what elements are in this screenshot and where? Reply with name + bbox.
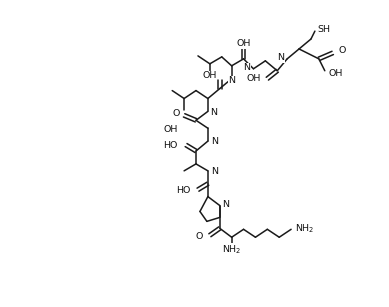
Text: N: N — [277, 53, 284, 62]
Text: HO: HO — [163, 141, 177, 150]
Text: OH: OH — [237, 40, 251, 49]
Text: OH: OH — [329, 69, 343, 78]
Text: O: O — [196, 232, 203, 241]
Text: N: N — [228, 76, 235, 85]
Text: NH$_2$: NH$_2$ — [222, 244, 242, 256]
Text: HO: HO — [176, 186, 190, 195]
Text: SH: SH — [317, 25, 330, 34]
Text: N: N — [210, 108, 217, 117]
Text: NH$_2$: NH$_2$ — [295, 222, 315, 235]
Text: O: O — [173, 109, 180, 118]
Text: O: O — [339, 46, 346, 56]
Text: N: N — [211, 167, 218, 176]
Text: N: N — [244, 63, 251, 72]
Text: OH: OH — [202, 71, 217, 80]
Text: N: N — [222, 200, 229, 209]
Text: N: N — [211, 137, 218, 146]
Text: OH: OH — [164, 125, 178, 134]
Text: OH: OH — [246, 74, 260, 83]
